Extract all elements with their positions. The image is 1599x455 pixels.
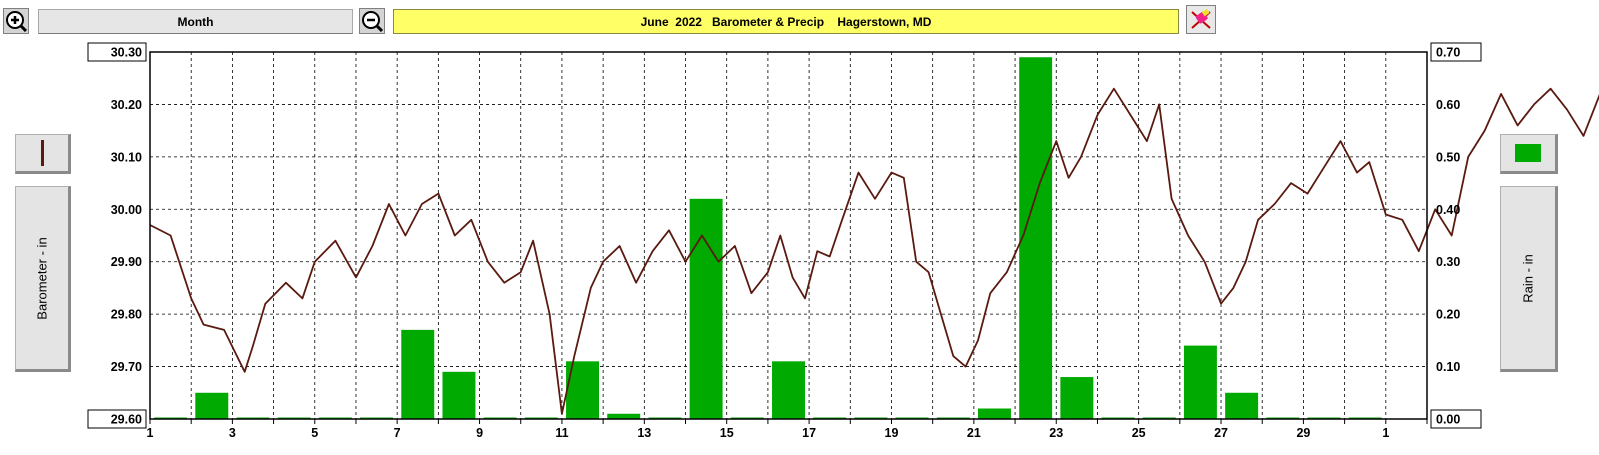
rain-bar	[360, 417, 394, 419]
rain-bar	[1266, 417, 1300, 419]
left-tick-label: 30.20	[111, 98, 142, 112]
left-tick-label: 30.00	[111, 203, 142, 217]
rain-bar	[854, 417, 888, 419]
left-tick-label: 30.30	[111, 46, 142, 60]
rain-series-toggle[interactable]	[1500, 134, 1558, 174]
x-tick-label: 27	[1214, 426, 1228, 440]
left-tick-box	[87, 409, 147, 429]
barometer-line	[149, 87, 1599, 415]
rain-bar	[524, 417, 558, 419]
rain-bar	[689, 198, 723, 419]
rain-bar	[277, 417, 311, 419]
right-tick-label: 0.30	[1436, 255, 1460, 269]
right-tick-label: 0.40	[1436, 203, 1460, 217]
rain-bar	[318, 417, 352, 419]
right-tick-label: 0.20	[1436, 308, 1460, 322]
right-tick-label: 0.60	[1436, 98, 1460, 112]
x-tick-label: 9	[476, 426, 483, 440]
eraser-icon	[1191, 8, 1211, 29]
right-axis-label: Rain - in	[1520, 253, 1536, 303]
x-tick-label: 21	[967, 426, 981, 440]
rain-bar	[1183, 345, 1217, 419]
left-tick-label: 29.80	[111, 308, 142, 322]
right-tick-box	[1430, 409, 1482, 429]
period-selector[interactable]: Month	[38, 9, 353, 34]
left-tick-label: 29.60	[111, 413, 142, 427]
chart-title: June 2022 Barometer & Precip Hagerstown,…	[393, 9, 1179, 34]
rain-bar	[1060, 377, 1094, 419]
barometer-swatch	[40, 140, 44, 166]
rain-axis-button[interactable]: Rain - in	[1500, 186, 1558, 372]
rain-bar	[566, 361, 600, 419]
rain-bar	[1019, 57, 1053, 419]
x-tick-label: 29	[1296, 426, 1310, 440]
right-tick-label: 0.10	[1436, 360, 1460, 374]
barometer-axis-button[interactable]: Barometer - in	[15, 186, 71, 372]
plot-frame	[149, 51, 1428, 420]
rain-bar	[936, 417, 970, 419]
rain-bar	[195, 392, 229, 419]
barometer-series-toggle[interactable]	[15, 134, 71, 174]
rain-bar	[442, 371, 476, 419]
rain-bar	[1142, 417, 1176, 419]
zoom-in-button[interactable]	[3, 8, 29, 34]
left-tick-label: 30.10	[111, 150, 142, 164]
x-tick-label: 15	[720, 426, 734, 440]
zoom-out-button[interactable]	[359, 8, 385, 34]
rain-bar	[607, 413, 641, 419]
rain-bar	[1307, 417, 1341, 419]
rain-bar	[154, 417, 188, 419]
left-tick-label: 29.90	[111, 255, 142, 269]
x-tick-label: 1	[147, 426, 154, 440]
x-tick-label: 5	[311, 426, 318, 440]
right-tick-label: 0.50	[1436, 150, 1460, 164]
rain-bar	[895, 417, 929, 419]
x-tick-label: 25	[1132, 426, 1146, 440]
x-tick-label: 7	[394, 426, 401, 440]
rain-bar	[977, 408, 1011, 419]
right-tick-label: 0.70	[1436, 46, 1460, 60]
rain-bar	[401, 329, 435, 419]
x-tick-label: 3	[229, 426, 236, 440]
rain-bar	[236, 417, 270, 419]
right-tick-box	[1430, 42, 1482, 62]
x-tick-label: 19	[885, 426, 899, 440]
clear-button[interactable]	[1186, 5, 1216, 34]
left-axis-label: Barometer - in	[34, 236, 50, 320]
x-tick-label: 13	[637, 426, 651, 440]
rain-swatch	[1515, 144, 1541, 162]
rain-bar	[772, 361, 805, 419]
rain-bar	[813, 417, 847, 419]
zoom-in-icon	[6, 11, 27, 32]
rain-bar	[1101, 417, 1135, 419]
rain-bar	[483, 417, 517, 419]
rain-bar	[648, 417, 682, 419]
rain-bar	[730, 417, 764, 419]
x-tick-label: 11	[555, 426, 568, 440]
right-tick-label: 0.00	[1436, 413, 1460, 427]
zoom-out-icon	[362, 11, 383, 32]
rain-bar	[1348, 417, 1382, 419]
x-tick-label: 17	[802, 426, 816, 440]
rain-bar	[1225, 392, 1259, 419]
left-tick-box	[87, 42, 147, 62]
left-tick-label: 29.70	[111, 360, 142, 374]
x-tick-label: 23	[1049, 426, 1063, 440]
x-tick-label: 1	[1382, 426, 1389, 440]
